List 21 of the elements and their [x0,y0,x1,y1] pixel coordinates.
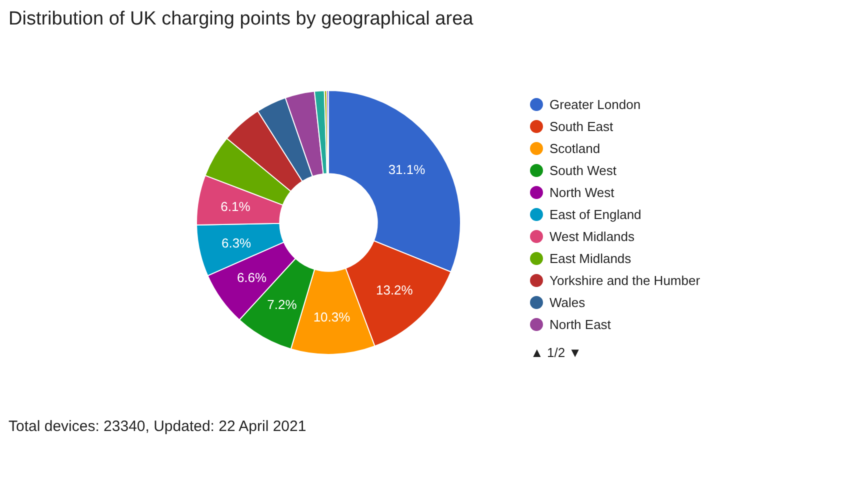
data-label: 7.2% [267,297,298,312]
legend-label: North East [550,317,612,332]
data-label: 6.1% [220,198,251,214]
legend-label: South East [550,119,614,134]
legend-label: West Midlands [550,229,636,244]
legend-label: Wales [550,295,586,310]
data-label: 6.6% [236,270,268,286]
legend-label: Yorkshire and the Humber [550,273,701,288]
data-label: 13.2% [376,282,414,298]
legend-label: Greater London [550,97,641,112]
data-label: 10.3% [313,309,351,324]
data-label: 6.3% [221,235,252,250]
legend-label: North West [550,185,615,200]
legend-label: Scotland [550,141,600,156]
chart-title: Distribution of UK charging points by geographical area [8,8,474,30]
text: ▲ 1/2 ▼ [530,345,582,360]
data-label: 31.1% [388,162,426,178]
legend-label: East Midlands [550,251,632,266]
legend-label: South West [550,163,617,178]
text: Total devices: 23340, Updated: 22 April 2021 [8,418,306,435]
legend-label: East of England [550,207,642,222]
